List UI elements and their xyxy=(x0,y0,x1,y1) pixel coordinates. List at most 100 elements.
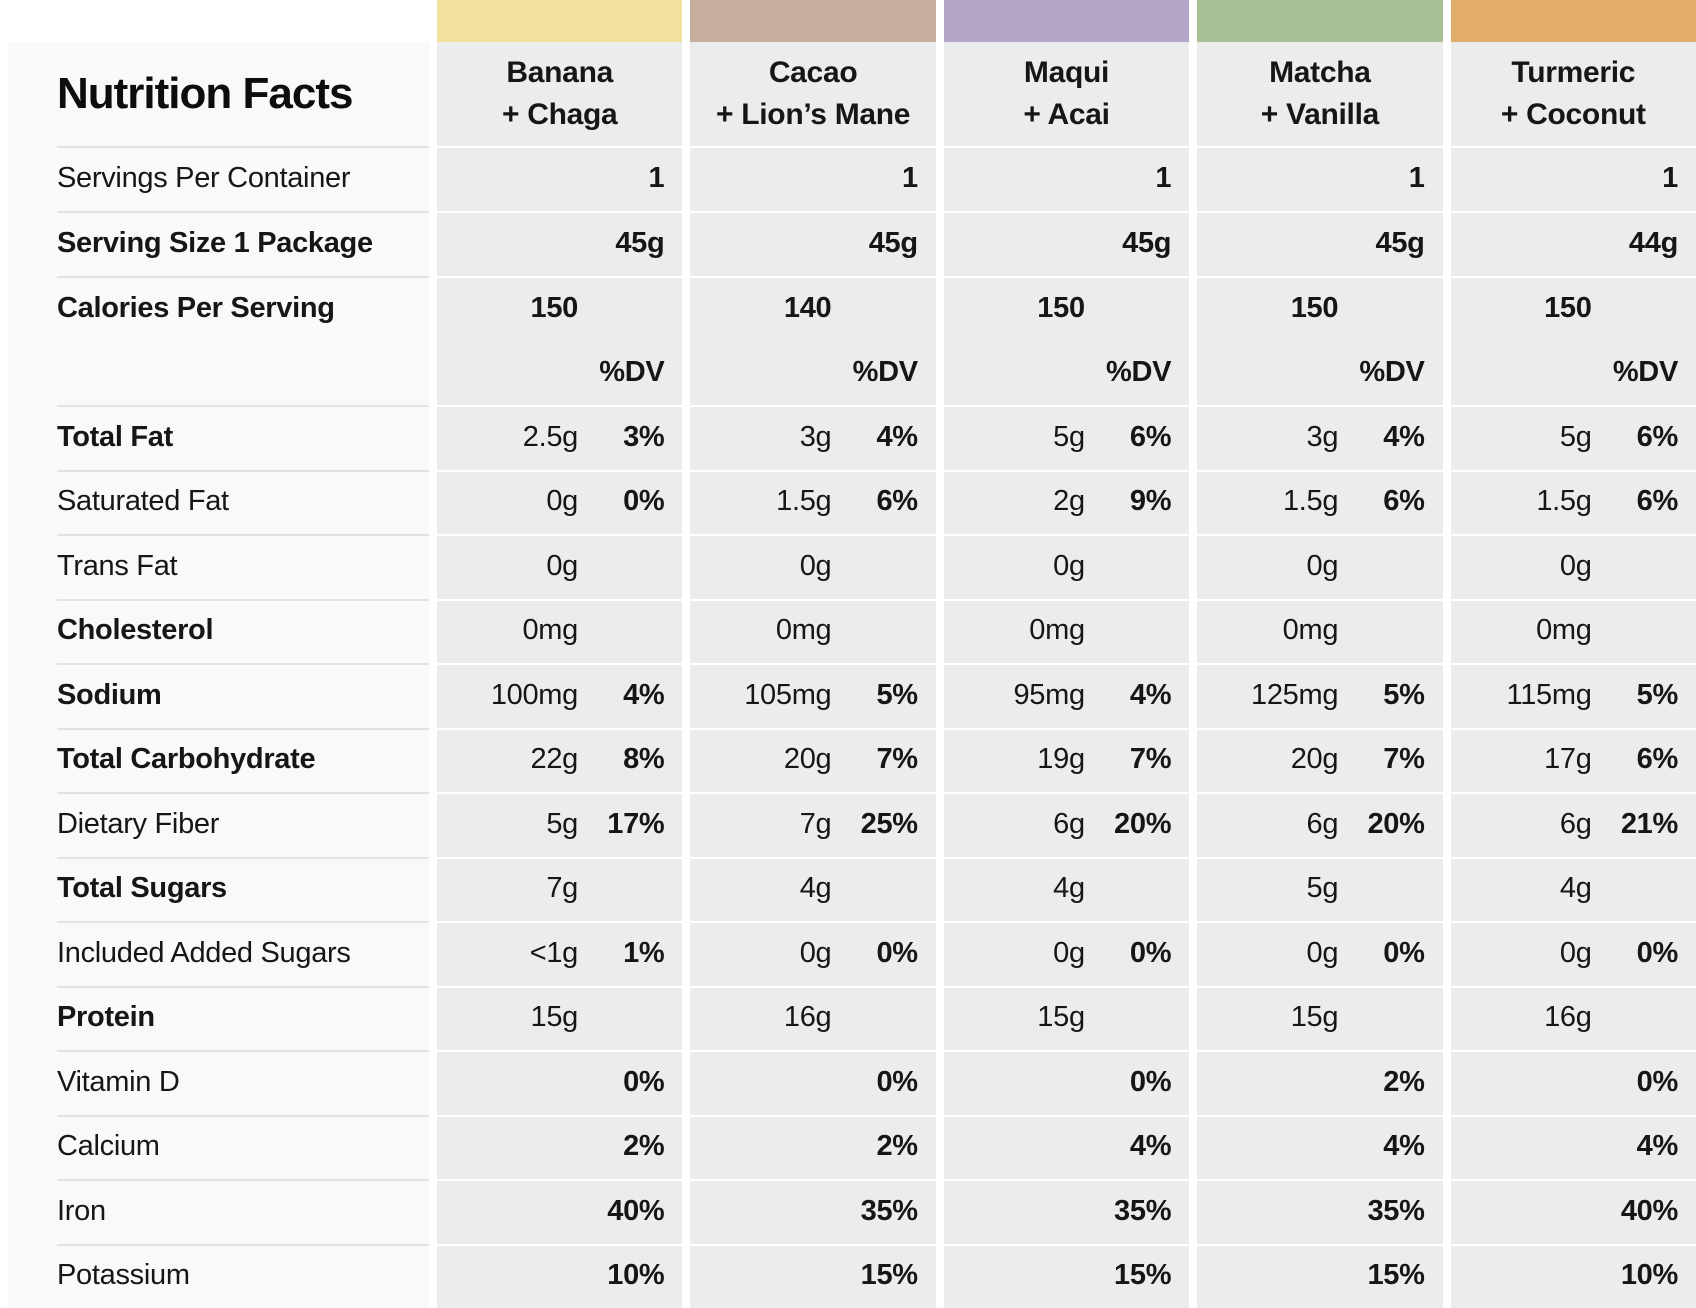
value-cell: 10% xyxy=(437,1243,683,1308)
value-cell: 1 xyxy=(690,146,937,211)
dv-value: 4% xyxy=(1129,678,1172,711)
table-row: Dietary Fiber 5g 17% 7g 25% 6g 20% 6g 20% 6g 21% xyxy=(0,792,1696,857)
row-label: Total Fat xyxy=(57,420,173,453)
dv-value: 20% xyxy=(1114,807,1172,840)
product-color-bar xyxy=(943,0,1190,42)
amount-value: <1g xyxy=(529,936,579,969)
dv-value: 25% xyxy=(860,807,918,840)
value-cell: 15% xyxy=(1197,1243,1444,1308)
amount-value: 6g xyxy=(1053,807,1085,840)
dv-header-line: %DV xyxy=(690,340,918,405)
table-row: Sodium 100mg 4% 105mg 5% 95mg 4% 125mg 5% 115mg 5% xyxy=(0,663,1696,728)
amount-value: 19g xyxy=(1037,743,1085,776)
table-row: Calcium 2% 2% 4% 4% 4% xyxy=(0,1114,1696,1179)
amount-value: 4g xyxy=(1559,872,1592,905)
dv-value: 6% xyxy=(1636,420,1679,453)
value: 45g xyxy=(615,227,665,259)
value-cell: 10% xyxy=(1450,1243,1696,1308)
row-label-cell: Vitamin D xyxy=(8,1050,429,1115)
value-cell: 2% xyxy=(437,1114,683,1179)
dv-value: 4% xyxy=(1129,1130,1172,1163)
value-cell: 125mg 5% xyxy=(1197,663,1444,728)
calories-value: 150 xyxy=(1544,291,1592,324)
amount-value: 5g xyxy=(1559,420,1592,453)
value-cell: 35% xyxy=(1197,1179,1444,1244)
value-cell: 5g xyxy=(1197,856,1444,921)
dv-value: 40% xyxy=(1620,1194,1678,1227)
value-cell: 4g xyxy=(943,856,1190,921)
amount-value: 3g xyxy=(1306,420,1339,453)
row-label: Vitamin D xyxy=(57,1065,180,1098)
product-name-cell: Cacao + Lion’s Mane xyxy=(690,42,936,146)
dv-header-line: %DV xyxy=(1451,340,1678,405)
product-name-line1: Matcha xyxy=(1269,56,1371,89)
row-label-cell: Calcium xyxy=(8,1114,429,1179)
calories-value: 150 xyxy=(1037,291,1085,324)
value-cell: 6g 20% xyxy=(943,792,1190,857)
product-name-cell: Matcha + Vanilla xyxy=(1197,42,1443,146)
dv-value: 35% xyxy=(860,1194,918,1227)
product-color-bar xyxy=(690,0,936,42)
product-name-line2: + Coconut xyxy=(1500,98,1646,131)
product-name-line2: + Chaga xyxy=(501,98,618,131)
amount-value: 22g xyxy=(530,743,578,776)
value-cell: 95mg 4% xyxy=(943,663,1190,728)
calories-value: 150 xyxy=(530,291,578,324)
value-cell: 7g xyxy=(437,856,683,921)
value-cell: 0g 0% xyxy=(690,921,937,986)
table-row: Saturated Fat 0g 0% 1.5g 6% 2g 9% 1.5g 6% 1.5g 6% xyxy=(0,469,1696,534)
value-cell: 1.5g 6% xyxy=(1450,469,1696,534)
dv-value: 35% xyxy=(1367,1194,1425,1227)
value-cell: 6g 21% xyxy=(1450,792,1696,857)
value-cell: 7g 25% xyxy=(690,792,937,857)
row-label: Iron xyxy=(57,1194,106,1227)
dv-value: 0% xyxy=(876,936,918,969)
table-row: Total Fat 2.5g 3% 3g 4% 5g 6% 3g 4% 5g 6% xyxy=(0,405,1696,470)
row-label: Sodium xyxy=(57,678,162,711)
dv-header-line: %DV xyxy=(1197,340,1424,405)
dv-value: 21% xyxy=(1620,807,1678,840)
value-cell: 0g 0% xyxy=(1197,921,1444,986)
amount-value: 0g xyxy=(546,485,578,518)
dv-value: 4% xyxy=(1383,420,1425,453)
calories-line: 150 xyxy=(1451,276,1678,340)
value-cell: 0mg xyxy=(1197,598,1444,663)
row-label-cell: Total Sugars xyxy=(8,856,429,921)
value-cell: 5g 6% xyxy=(943,405,1190,470)
value-cell: 0% xyxy=(690,1050,937,1115)
row-label: Serving Size 1 Package xyxy=(57,227,373,259)
value-cell: 22g 8% xyxy=(437,727,683,792)
value-cell: 20g 7% xyxy=(1197,727,1444,792)
value: 1 xyxy=(1662,162,1678,194)
row-label: Trans Fat xyxy=(57,549,178,582)
amount-value: 0g xyxy=(1559,936,1592,969)
amount-value: 0g xyxy=(1053,936,1085,969)
row-label: Total Sugars xyxy=(57,872,227,905)
dv-value: 10% xyxy=(1620,1259,1678,1292)
dv-value: 5% xyxy=(1636,678,1679,711)
dv-header: %DV xyxy=(1359,356,1425,388)
row-label-cell: Trans Fat xyxy=(8,534,429,599)
value-cell: 5g 6% xyxy=(1450,405,1696,470)
dv-value: 6% xyxy=(876,485,918,518)
amount-value: 0mg xyxy=(1029,614,1085,647)
value-cell: 1 xyxy=(1197,146,1444,211)
dv-value: 17% xyxy=(607,807,665,840)
dv-header: %DV xyxy=(852,356,918,388)
value-cell: 105mg 5% xyxy=(690,663,937,728)
dv-value: 2% xyxy=(876,1130,918,1163)
value-cell: 3g 4% xyxy=(690,405,937,470)
value: 1 xyxy=(901,162,918,194)
amount-value: 5g xyxy=(1053,420,1085,453)
dv-value: 8% xyxy=(623,743,665,776)
value-cell: 2% xyxy=(1197,1050,1444,1115)
row-label: Total Carbohydrate xyxy=(57,743,316,776)
amount-value: 1.5g xyxy=(776,485,832,518)
amount-value: 0mg xyxy=(1282,614,1339,647)
value: 45g xyxy=(1375,227,1425,259)
table-row: Calories Per Serving 150 %DV 140 %DV 150 %DV 15… xyxy=(0,276,1696,405)
value-cell: 35% xyxy=(690,1179,937,1244)
amount-value: 6g xyxy=(1559,807,1592,840)
header-row: Nutrition Facts Banana + Chaga Cacao + Lion… xyxy=(0,42,1696,146)
amount-value: 5g xyxy=(1306,872,1339,905)
